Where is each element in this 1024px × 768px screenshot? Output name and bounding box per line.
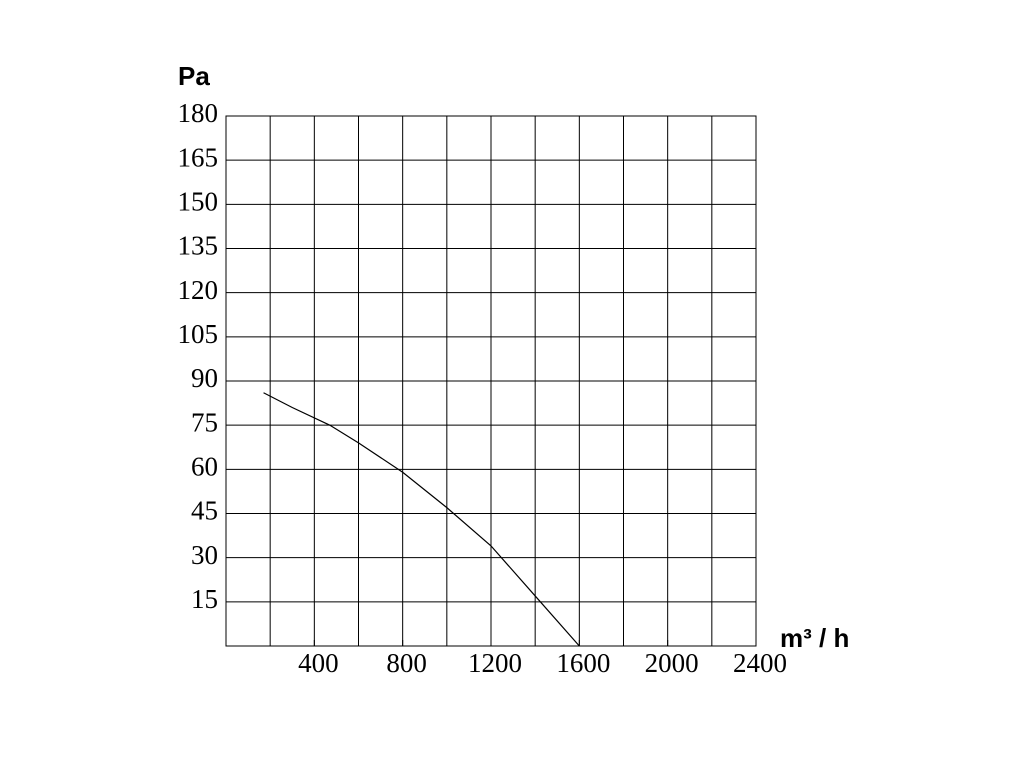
curve xyxy=(263,392,580,647)
x-tick-label: 400 xyxy=(298,648,339,678)
y-axis-title: Pa xyxy=(178,61,210,91)
y-tick-label: 15 xyxy=(191,584,218,614)
y-tick-label: 165 xyxy=(178,142,219,172)
x-tick-label: 800 xyxy=(386,648,427,678)
y-tick-label: 105 xyxy=(178,319,219,349)
y-tick-label: 60 xyxy=(191,452,218,482)
y-tick-label: 30 xyxy=(191,540,218,570)
y-tick-label: 180 xyxy=(178,98,219,128)
x-tick-label: 2000 xyxy=(645,648,699,678)
x-tick-label: 1200 xyxy=(468,648,522,678)
x-tick-label: 1600 xyxy=(556,648,610,678)
y-tick-label: 90 xyxy=(191,363,218,393)
x-axis-title: m³ / h xyxy=(780,623,849,653)
y-tick-label: 150 xyxy=(178,187,219,217)
y-tick-label: 75 xyxy=(191,407,218,437)
x-tick-label: 2400 xyxy=(733,648,787,678)
y-tick-label: 135 xyxy=(178,231,219,261)
y-tick-label: 120 xyxy=(178,275,219,305)
y-tick-label: 45 xyxy=(191,496,218,526)
